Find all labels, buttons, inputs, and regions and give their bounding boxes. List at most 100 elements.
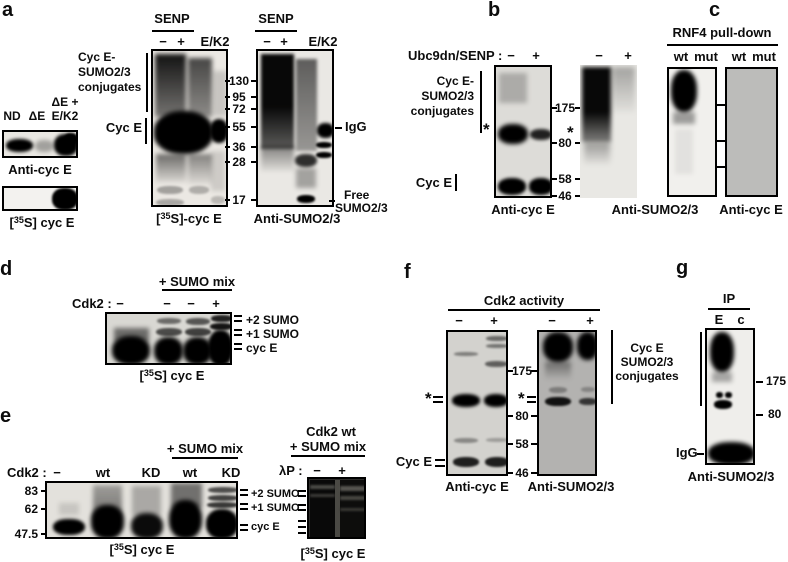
pointer-tick [234, 348, 242, 350]
panel-f-letter: f [404, 261, 411, 283]
conjugates-label-line: conjugates [410, 104, 474, 118]
blot-caption: Anti-SUMO2/3 [527, 479, 615, 494]
free-sumo-label: SUMO2/3 [335, 201, 388, 215]
condition-header: + SUMO mix [166, 441, 244, 456]
mw-label: 62 [24, 502, 38, 516]
mw-tick [756, 381, 763, 383]
mw-label: 58 [515, 437, 529, 451]
gel-band [486, 438, 506, 442]
gel-band [208, 495, 236, 501]
mw-label: 80 [558, 136, 572, 150]
lane-sign: − [187, 296, 195, 311]
asterisk: * [567, 123, 574, 142]
lane-header: wt [95, 465, 111, 480]
gel-band [453, 457, 479, 467]
gel-band [211, 196, 225, 204]
mw-tick [225, 146, 230, 148]
bracket-bar [611, 330, 613, 404]
lane-header: wt [182, 465, 198, 480]
lane-sign: − [455, 313, 463, 328]
mw-label: 55 [232, 120, 246, 134]
mw-tick [225, 108, 230, 110]
mw-tick [551, 178, 557, 180]
bracket-bar [455, 174, 457, 191]
pointer-tick [234, 315, 242, 317]
pointer-tick [433, 396, 443, 398]
gel-band [132, 486, 161, 516]
panel-e-letter: e [0, 405, 12, 427]
panel-d-gel [105, 312, 232, 365]
panel-a-gel-35s [151, 49, 228, 207]
lane-header: E/K2 [308, 34, 338, 49]
igg-label: IgG [345, 119, 367, 134]
header-underline [667, 44, 778, 46]
panel-d-letter: d [0, 258, 13, 280]
gel-band [340, 508, 364, 511]
gel-band [310, 494, 335, 497]
lane-header: KD [221, 465, 241, 480]
asterisk: * [518, 389, 525, 408]
blot-caption: [35S] cyc E [9, 215, 75, 230]
panel-a-letter: a [2, 0, 14, 21]
gel-band [714, 400, 732, 409]
bracket-bar [146, 53, 148, 112]
pointer-tick [240, 524, 248, 526]
pointer-tick [298, 532, 306, 534]
blot-caption: [35S] cyc E [139, 368, 205, 383]
mw-tick [531, 472, 537, 474]
blot-caption: Anti-cyc E [491, 202, 555, 217]
mw-label: 46 [558, 189, 572, 203]
panel-c-gel-anti-cyce [725, 67, 778, 197]
mw-tick [756, 414, 763, 416]
conjugates-label-line: conjugates [615, 369, 679, 383]
band-label: +2 SUMO [251, 488, 300, 500]
header-underline [152, 30, 194, 32]
gel-header: SENP [258, 11, 294, 26]
gel-band [671, 70, 697, 112]
gel-band [59, 503, 79, 515]
gel-band [112, 336, 150, 363]
mw-tick [507, 472, 513, 474]
mw-tick [225, 96, 230, 98]
gel-band [712, 372, 732, 382]
gel-band [499, 73, 527, 103]
mw-label: 175 [511, 364, 533, 378]
pointer-tick [433, 401, 443, 403]
gel-band [156, 328, 182, 336]
bracket-bar [480, 71, 482, 133]
gel-lane-gap [335, 480, 340, 537]
blot-caption: Anti-cyc E [8, 162, 72, 177]
gel-band [213, 71, 226, 116]
bracket-bar [700, 332, 702, 406]
gel-band [545, 362, 571, 380]
gel-band [186, 318, 210, 325]
gel-band [188, 58, 212, 117]
gel-band [6, 139, 33, 152]
gel-band [210, 323, 230, 330]
gel-band [210, 119, 226, 143]
gel-band [486, 344, 506, 348]
mw-tick [251, 199, 256, 201]
free-sumo-label: Free [344, 188, 370, 202]
gel-band [484, 394, 506, 407]
pointer-tick [298, 495, 306, 497]
gel-band [154, 111, 213, 154]
pointer-tick [298, 509, 306, 511]
lane-header: ΔE [28, 109, 46, 123]
pointer-tick [234, 334, 242, 336]
conjugates-label-line: Cyc E [630, 341, 664, 355]
panel-a-gel-anti-sumo [256, 49, 334, 207]
lane-sign: − [53, 465, 61, 480]
lane-sign: − [163, 296, 171, 311]
gel-band [725, 392, 732, 398]
gel-band [545, 397, 571, 406]
mw-label: 58 [558, 172, 572, 186]
panel-g-letter: g [676, 257, 689, 279]
mw-tick [251, 108, 256, 110]
blot-caption: [35S] cyc E [109, 542, 175, 557]
asterisk: * [425, 389, 432, 408]
mw-tick [225, 80, 230, 82]
lane-header: ND [3, 109, 21, 123]
header-underline [172, 457, 238, 459]
